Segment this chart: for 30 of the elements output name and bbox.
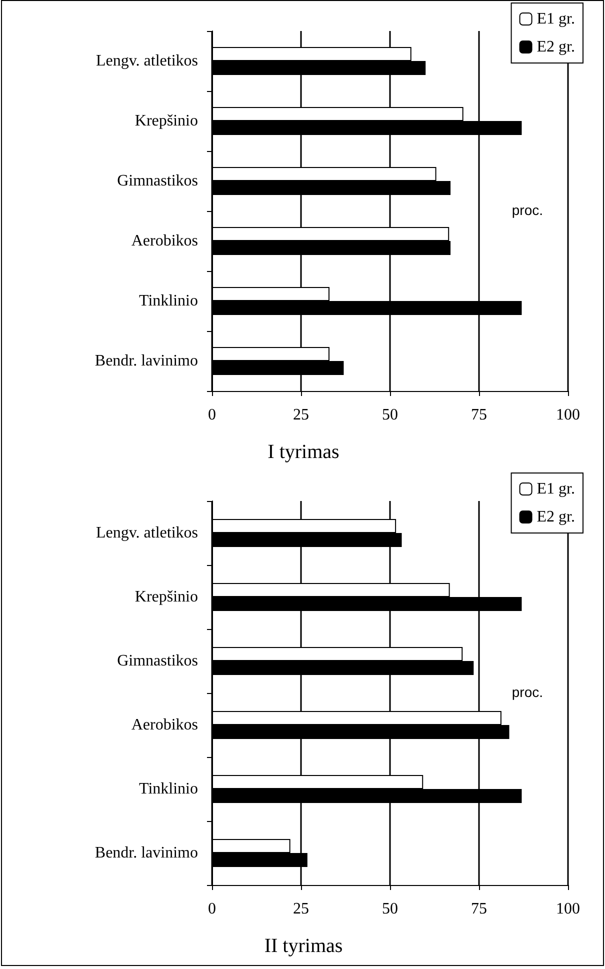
x-tick-label: 75 bbox=[471, 406, 487, 424]
y-tick-label: Aerobikos bbox=[131, 716, 198, 734]
y-tick-label: Lengv. atletikos bbox=[96, 52, 198, 70]
legend-label: E1 gr. bbox=[536, 10, 575, 28]
y-tick-label: Bendr. lavinimo bbox=[94, 844, 198, 862]
y-tick-label: Krepšinio bbox=[134, 588, 198, 606]
legend-label: E2 gr. bbox=[536, 508, 575, 526]
y-tick-label: Krepšinio bbox=[134, 112, 198, 130]
x-tick-label: 100 bbox=[556, 900, 580, 918]
y-tick-label: Gimnastikos bbox=[117, 172, 198, 190]
x-axis-title: proc. bbox=[512, 684, 543, 700]
y-tick-label: Bendr. lavinimo bbox=[94, 352, 198, 370]
x-tick-label: 50 bbox=[382, 900, 398, 918]
x-tick-label: 50 bbox=[382, 406, 398, 424]
x-axis-title: proc. bbox=[512, 202, 543, 218]
legend-label: E1 gr. bbox=[536, 480, 575, 498]
y-tick-label: Lengv. atletikos bbox=[96, 524, 198, 542]
y-tick-label: Tinklinio bbox=[139, 780, 198, 798]
y-tick-label: Gimnastikos bbox=[117, 652, 198, 670]
x-tick-label: 0 bbox=[208, 900, 216, 918]
y-tick-label: Tinklinio bbox=[139, 292, 198, 310]
text: I tyrimas bbox=[268, 441, 340, 463]
x-tick-label: 0 bbox=[208, 406, 216, 424]
y-tick-label: Aerobikos bbox=[131, 232, 198, 250]
x-tick-label: 25 bbox=[293, 900, 309, 918]
legend-label: E2 gr. bbox=[536, 38, 575, 56]
text: II tyrimas bbox=[264, 935, 343, 957]
x-tick-label: 25 bbox=[293, 406, 309, 424]
x-tick-label: 100 bbox=[556, 406, 580, 424]
x-tick-label: 75 bbox=[471, 900, 487, 918]
